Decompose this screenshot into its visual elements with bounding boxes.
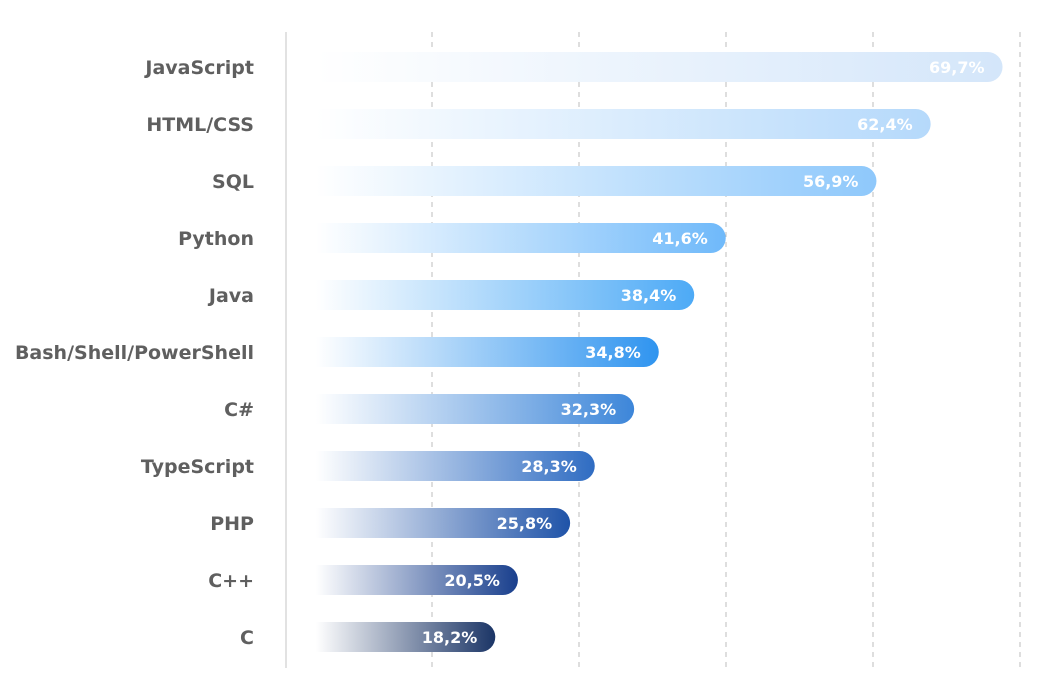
bar-value-label: 25,8% — [497, 514, 553, 533]
category-label: SQL — [212, 171, 254, 193]
bar — [316, 451, 595, 481]
bar-value-label: 32,3% — [561, 400, 617, 419]
bar-value-label: 62,4% — [857, 115, 913, 134]
category-label: C# — [224, 399, 254, 421]
bar — [316, 394, 635, 424]
bar — [316, 280, 695, 310]
gridlines — [431, 32, 1021, 668]
bar-value-label: 56,9% — [803, 172, 859, 191]
category-label: JavaScript — [143, 57, 254, 79]
bar-value-label: 38,4% — [621, 286, 677, 305]
bar — [316, 565, 518, 595]
bar-value-label: 20,5% — [444, 571, 500, 590]
bar — [316, 337, 659, 367]
category-label: C — [240, 627, 254, 649]
bar-value-label: 69,7% — [929, 58, 985, 77]
category-label: TypeScript — [141, 456, 254, 478]
bar — [316, 508, 571, 538]
bar — [316, 166, 877, 196]
category-label: HTML/CSS — [146, 114, 254, 136]
bar-value-label: 28,3% — [521, 457, 577, 476]
category-labels: JavaScript HTML/CSS SQL Python Java Bash/Shel… — [15, 57, 254, 649]
bars: 69,7% 62,4% 56,9% 41,6% 38,4% 34,8% 32,3% 28,3%… — [316, 52, 1003, 652]
bar — [316, 109, 931, 139]
category-label: C++ — [208, 570, 254, 592]
category-label: PHP — [210, 513, 254, 535]
category-label: Python — [178, 228, 254, 250]
bar-value-label: 34,8% — [585, 343, 641, 362]
category-label: Java — [207, 285, 254, 307]
bar — [316, 622, 496, 652]
bar — [316, 52, 1003, 83]
bar-value-label: 18,2% — [422, 628, 478, 647]
category-label: Bash/Shell/PowerShell — [15, 342, 254, 364]
bar — [316, 223, 726, 253]
bar-value-label: 41,6% — [652, 229, 708, 248]
